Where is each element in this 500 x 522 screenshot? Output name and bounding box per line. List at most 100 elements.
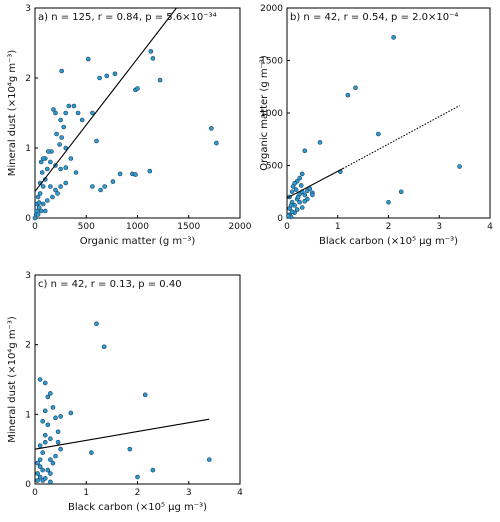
data-point — [53, 110, 58, 116]
y-tick-label: 1 — [25, 410, 31, 420]
data-point — [302, 148, 308, 154]
data-point — [58, 117, 63, 123]
data-point — [298, 183, 304, 188]
plot-frame — [34, 274, 241, 485]
data-point — [37, 377, 43, 382]
data-point — [66, 103, 72, 109]
data-point — [42, 476, 48, 481]
data-point — [45, 394, 51, 400]
x-tick-label: 1000 — [126, 222, 149, 232]
fit-line — [34, 7, 177, 192]
x-tick-label: 1500 — [177, 222, 200, 232]
data-point — [75, 110, 81, 116]
data-point — [94, 321, 99, 327]
data-point — [214, 140, 219, 146]
fit-line — [286, 168, 344, 199]
data-point — [286, 213, 291, 219]
y-tick-label: 2 — [25, 74, 31, 84]
y-tick-label: 2000 — [260, 4, 283, 14]
y-tick-label: 0 — [277, 214, 283, 224]
data-point — [302, 192, 308, 198]
data-point — [53, 415, 58, 421]
data-point — [294, 207, 300, 212]
x-tick-label: 4 — [487, 222, 493, 232]
data-point — [35, 194, 41, 200]
fit-line — [34, 418, 210, 450]
data-point — [48, 184, 53, 189]
data-point — [35, 478, 40, 483]
x-axis-label: Organic matter (g m⁻³) — [80, 236, 196, 247]
data-point — [90, 110, 95, 116]
data-point — [55, 439, 61, 445]
data-point — [209, 126, 214, 131]
data-point — [37, 191, 43, 196]
data-point — [68, 156, 74, 161]
data-point — [42, 432, 48, 438]
data-point — [127, 446, 133, 452]
data-point — [38, 159, 44, 165]
data-point — [97, 75, 102, 81]
data-point — [48, 479, 53, 485]
x-axis-label: Black carbon (×10⁵ μg m⁻³) — [68, 502, 207, 513]
data-point — [391, 35, 396, 40]
data-point — [288, 203, 294, 208]
data-point — [90, 184, 95, 189]
data-point — [299, 205, 305, 210]
data-point — [50, 460, 56, 466]
data-point — [35, 471, 40, 476]
y-axis-label: Mineral dust (×10⁴g m⁻³) — [7, 50, 18, 177]
data-point — [39, 170, 45, 175]
data-point — [206, 457, 212, 462]
data-point — [42, 380, 48, 386]
data-point — [117, 171, 123, 177]
data-point — [89, 450, 94, 455]
fit-line — [342, 105, 460, 170]
data-point — [50, 194, 55, 200]
y-tick-label: 0 — [25, 214, 31, 224]
y-tick-label: 3 — [25, 271, 31, 281]
data-point — [36, 200, 42, 205]
data-point — [37, 457, 43, 462]
y-tick-label: 1500 — [260, 57, 283, 67]
data-point — [376, 131, 381, 137]
data-point — [133, 172, 138, 177]
data-point — [40, 156, 46, 161]
data-point — [42, 408, 48, 414]
data-point — [297, 199, 302, 205]
x-tick-label: 4 — [237, 488, 243, 498]
y-tick-label: 0 — [25, 480, 31, 490]
x-tick-label: 0 — [32, 488, 38, 498]
data-point — [297, 175, 302, 181]
data-point — [38, 208, 44, 214]
panel-annotation: a) n = 125, r = 0.84, p = 5.6×10⁻³⁴ — [38, 12, 217, 23]
y-axis-label: Organic matter (g m⁻³) — [259, 55, 270, 171]
data-point — [37, 474, 43, 480]
data-point — [110, 179, 116, 184]
data-point — [40, 201, 46, 207]
data-point — [63, 145, 69, 151]
data-point — [142, 392, 148, 398]
data-point — [302, 198, 308, 204]
data-point — [59, 135, 64, 140]
data-point — [42, 439, 48, 445]
data-point — [45, 467, 51, 473]
data-point — [86, 56, 91, 62]
y-tick-label: 1 — [25, 144, 31, 154]
x-tick-label: 2000 — [229, 222, 252, 232]
data-point — [40, 418, 45, 424]
x-axis-label: Black carbon (×10⁵ μg m⁻³) — [319, 236, 458, 247]
data-point — [58, 446, 63, 452]
data-point — [48, 457, 53, 462]
data-point — [40, 467, 45, 473]
data-point — [46, 149, 51, 154]
data-point — [101, 344, 107, 350]
x-tick-label: 0 — [284, 222, 290, 232]
y-tick-label: 3 — [25, 4, 31, 14]
data-point — [54, 131, 59, 137]
data-point — [104, 73, 110, 79]
x-tick-label: 0 — [32, 222, 38, 232]
y-axis-label: Mineral dust (×10⁴g m⁻³) — [7, 316, 18, 443]
data-point — [63, 110, 69, 116]
data-point — [44, 166, 50, 172]
